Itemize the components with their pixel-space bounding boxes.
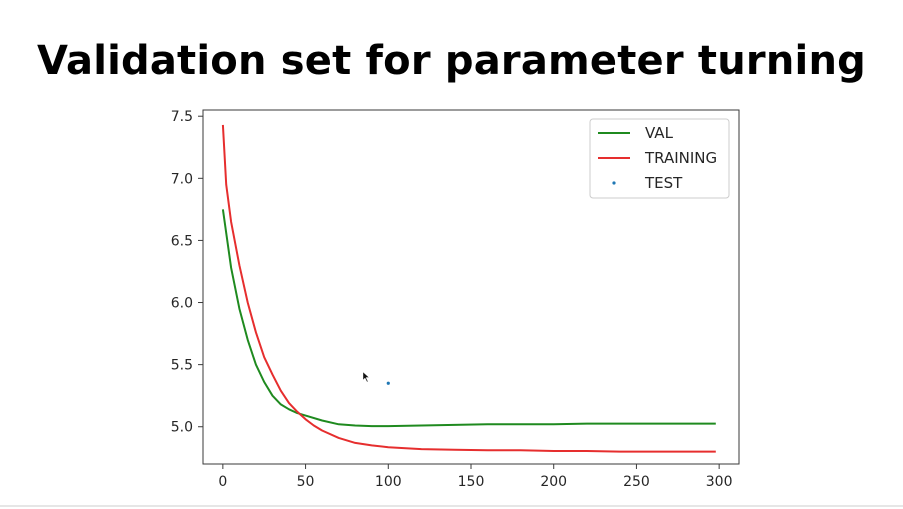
axis-ticks: 0 50 100 150 200 250 300 5.0 5.5 6.0 6.5 7.0 7.5 [171,109,733,490]
bottom-divider [0,505,903,507]
slide-title: Validation set for parameter turning [37,38,866,84]
x-tick-label: 300 [706,474,733,490]
x-tick-label: 100 [375,474,402,490]
y-tick-label: 6.5 [171,233,193,249]
x-tick-label: 50 [297,474,315,490]
legend-label-test: TEST [644,174,683,192]
y-tick-label: 5.5 [171,358,193,374]
legend-label-training: TRAINING [644,149,717,167]
legend-swatch-test [612,181,616,185]
mouse-cursor-icon [362,371,370,383]
x-tick-label: 250 [623,474,650,490]
x-tick-label: 150 [458,474,485,490]
legend: VAL TRAINING TEST [589,118,730,199]
x-tick-label: 0 [218,474,227,490]
series-point-test [386,381,390,385]
x-tick-label: 200 [540,474,567,490]
series-line-training [221,124,716,453]
y-tick-label: 7.5 [171,109,193,125]
legend-frame [589,118,730,199]
series-line-val [221,209,716,428]
y-tick-label: 6.0 [171,296,193,312]
legend-label-val: VAL [645,124,674,142]
series-group [221,124,716,453]
y-tick-label: 7.0 [171,171,193,187]
y-tick-label: 5.0 [171,420,193,436]
